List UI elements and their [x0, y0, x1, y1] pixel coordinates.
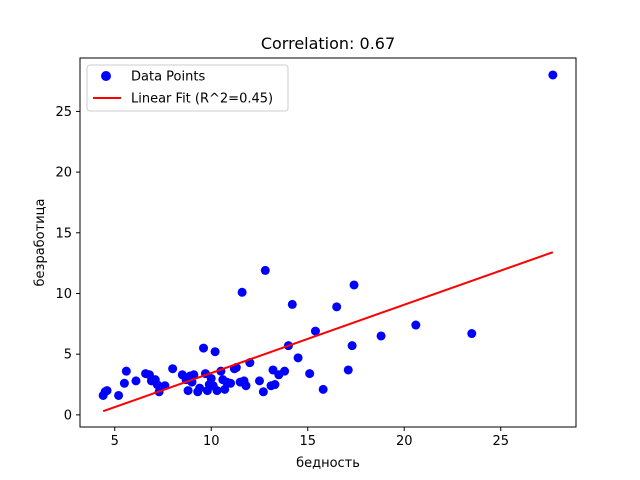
axis-ticks: 5 10 15 20 25 0 5 10 15 20 25 — [55, 105, 509, 449]
y-tick-label: 0 — [64, 408, 72, 423]
legend-box — [86, 64, 289, 112]
y-tick-label: 10 — [55, 287, 72, 302]
y-tick-label: 20 — [55, 166, 72, 181]
data-point — [220, 384, 230, 394]
legend-label-linear-fit: Linear Fit (R^2=0.45) — [131, 92, 273, 107]
data-point — [305, 369, 315, 379]
data-point — [270, 380, 280, 390]
data-point — [258, 387, 268, 397]
data-point — [287, 299, 297, 309]
linear-fit-line — [102, 251, 554, 413]
legend: Data Points Linear Fit (R^2=0.45) — [86, 64, 289, 112]
y-tick-label: 5 — [64, 348, 72, 363]
data-point — [189, 370, 199, 380]
data-point — [102, 386, 112, 396]
data-point — [114, 390, 124, 400]
data-point — [119, 378, 129, 388]
legend-marker-data-points — [101, 71, 111, 81]
data-point — [318, 384, 328, 394]
data-point — [152, 380, 162, 390]
data-point — [168, 364, 178, 374]
data-point — [467, 329, 477, 339]
y-tick-label: 25 — [55, 105, 72, 120]
data-point — [254, 376, 264, 386]
legend-label-data-points: Data Points — [131, 70, 205, 85]
data-point — [411, 320, 421, 330]
axes-frame — [79, 57, 577, 428]
data-point — [210, 347, 220, 357]
data-point — [199, 343, 209, 353]
data-point — [121, 366, 131, 376]
data-point — [343, 365, 353, 375]
data-point — [237, 287, 247, 297]
data-point — [349, 280, 359, 290]
y-tick-label: 15 — [55, 226, 72, 241]
data-point — [548, 70, 558, 80]
data-point — [293, 353, 303, 363]
data-point — [376, 331, 386, 341]
x-tick-label: 15 — [299, 434, 316, 449]
chart-title: Correlation: 0.67 — [261, 34, 395, 53]
data-point — [206, 373, 216, 383]
x-tick-label: 5 — [111, 434, 119, 449]
data-point — [332, 302, 342, 312]
x-axis-label: бедность — [296, 456, 360, 471]
data-point — [183, 386, 193, 396]
x-tick-label: 25 — [492, 434, 509, 449]
data-point — [212, 386, 222, 396]
data-point — [260, 265, 270, 275]
plot-area — [98, 70, 558, 413]
data-point — [241, 381, 251, 391]
x-tick-label: 10 — [203, 434, 220, 449]
data-point — [131, 376, 141, 386]
data-point — [226, 378, 236, 388]
data-point — [195, 383, 205, 393]
data-point — [310, 326, 320, 336]
x-tick-label: 20 — [396, 434, 413, 449]
y-axis-label: безработица — [33, 199, 48, 287]
data-point — [280, 366, 290, 376]
data-point — [347, 341, 357, 351]
